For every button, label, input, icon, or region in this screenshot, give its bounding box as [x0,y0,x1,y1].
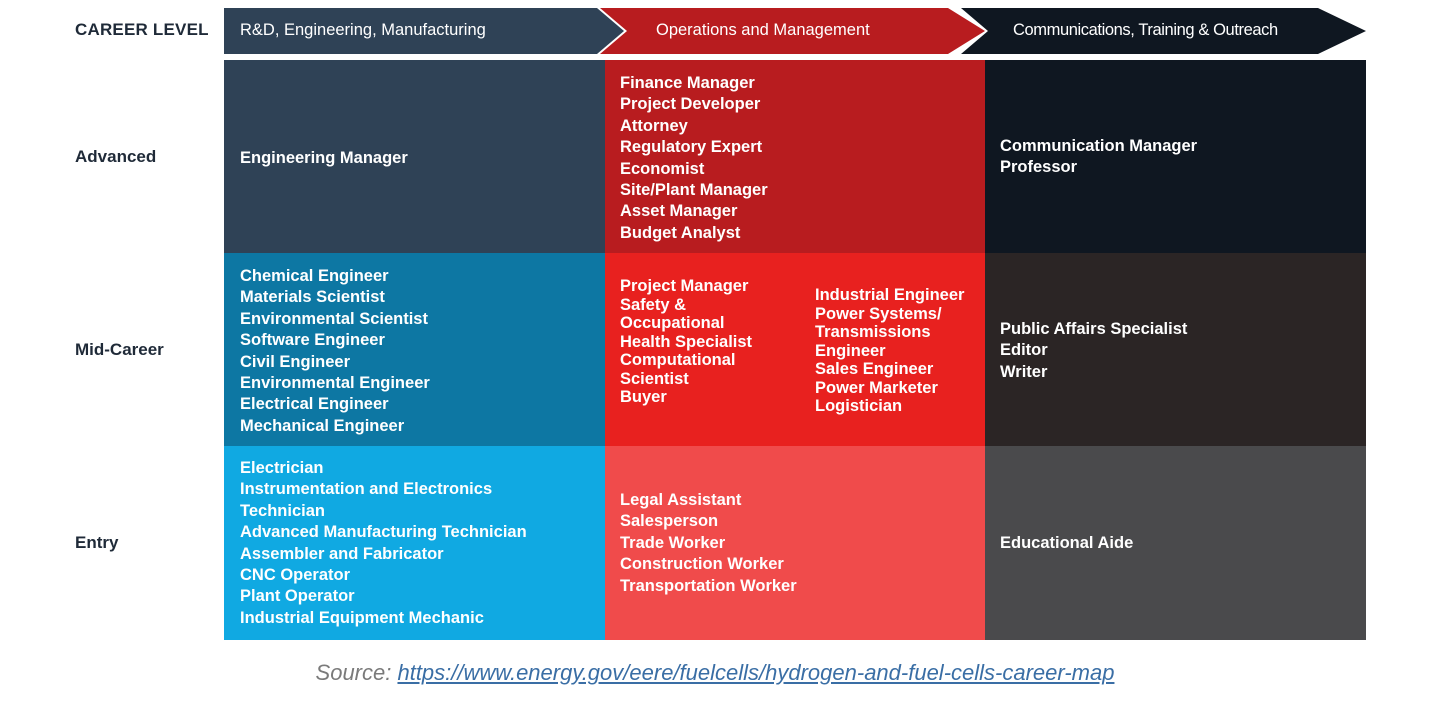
cell-advanced-rd: Engineering Manager [224,60,605,253]
job-title: Public Affairs Specialist [1000,320,1188,338]
job-title-list: Chemical Engineer Materials Scientist Envi… [240,266,430,437]
job-title: Educational Aide [1000,534,1134,552]
job-title: Scientist [620,369,689,388]
job-title-list: Public Affairs Specialist Editor Writer [1000,319,1187,383]
job-title: Editor [1000,341,1048,360]
job-title: Electrical Engineer [240,395,389,414]
header-label: CAREER LEVEL [75,20,209,39]
row-label-mid-career: Mid-Career [75,340,164,359]
job-title: CNC Operator [240,566,351,585]
job-title: Industrial Equipment Mechanic [240,608,484,627]
column-header-arrows [224,8,1366,54]
job-title: Site/Plant Manager [620,181,768,200]
job-title: Occupational [620,314,725,332]
column-arrow-ops [600,8,985,54]
cell-mid-comm: Public Affairs Specialist Editor Writer [985,253,1366,446]
source-link[interactable]: https://www.energy.gov/eere/fuelcells/hy… [397,660,1115,685]
job-title-list: Legal Assistant Salesperson Trade Worker Co… [620,490,797,597]
job-title: Health Specialist [620,332,753,351]
job-title: Logistician [815,397,903,415]
job-title: Engineer [815,341,886,360]
job-title: Plant Operator [240,587,355,606]
job-title: Construction Worker [620,555,784,574]
job-title-list: Electrician Instrumentation and Electroni… [240,458,527,629]
cell-entry-ops: Legal Assistant Salesperson Trade Worker Co… [605,446,985,640]
job-title-list: Educational Aide [1000,533,1133,554]
cell-entry-rd: Electrician Instrumentation and Electroni… [224,446,605,640]
job-title: Engineering Manager [240,149,408,167]
job-title: Materials Scientist [240,288,385,307]
row-label-entry: Entry [75,533,119,552]
job-title: Environmental Scientist [240,309,428,328]
job-title: Advanced Manufacturing Technician [240,523,527,542]
job-title: Project Manager [620,277,749,295]
cell-mid-ops: Project Manager Safety & Occupational Healt… [605,253,985,446]
column-arrow-comm [961,8,1366,54]
row-label-advanced: Advanced [75,147,157,166]
job-title: Legal Assistant [620,491,742,509]
job-title: Electrician [240,459,324,477]
job-title: Regulatory Expert [620,138,763,157]
job-title: Software Engineer [240,331,385,350]
job-title: Professor [1000,158,1078,177]
job-title-list: Industrial Engineer Power Systems/Transmi… [815,286,964,416]
column-header-ops: Operations and Management [656,21,870,39]
cell-entry-comm: Educational Aide [985,446,1366,640]
job-title: Trade Worker [620,533,726,552]
job-title: Technician [240,501,325,520]
job-title: Asset Manager [620,202,738,221]
job-title: Transmissions [815,323,931,341]
job-title: Attorney [620,116,688,135]
job-title: Power Systems/ [815,304,942,323]
job-title: Budget Analyst [620,223,741,242]
cell-advanced-ops: Finance Manager Project Developer Attorney… [605,60,985,253]
job-title: Safety & [620,295,687,314]
job-title: Salesperson [620,512,719,531]
job-title: Instrumentation and Electronics [240,480,493,499]
job-title: Transportation Worker [620,576,797,595]
job-title: Project Developer [620,95,761,114]
cell-mid-rd: Chemical Engineer Materials Scientist Envi… [224,253,605,446]
job-title: Buyer [620,388,667,406]
job-title: Computational [620,351,736,369]
cell-advanced-comm: Communication Manager Professor [985,60,1366,253]
job-title-list: Finance Manager Project Developer Attorney… [620,73,768,244]
job-title: Power Marketer [815,378,938,397]
job-title: Civil Engineer [240,352,351,371]
column-arrow-rd [224,8,624,54]
job-title: Sales Engineer [815,360,934,378]
source-prefix: Source: [315,660,398,685]
job-title: Chemical Engineer [240,267,389,285]
job-title-list: Communication Manager Professor [1000,136,1197,179]
job-title: Communication Manager [1000,137,1198,155]
job-title: Industrial Engineer [815,286,965,304]
job-title: Finance Manager [620,74,755,92]
job-title-list: Project Manager Safety & Occupational Healt… [620,277,752,407]
job-title: Writer [1000,362,1048,381]
column-header-rd: R&D, Engineering, Manufacturing [240,21,486,39]
job-title: Environmental Engineer [240,374,430,393]
source-citation: Source: https://www.energy.gov/eere/fuel… [0,660,1430,686]
job-title: Mechanical Engineer [240,416,405,435]
job-title: Assembler and Fabricator [240,544,444,563]
job-title-list: Engineering Manager [240,148,408,169]
job-title: Economist [620,159,705,178]
column-header-comm: Communications, Training & Outreach [1013,21,1278,39]
